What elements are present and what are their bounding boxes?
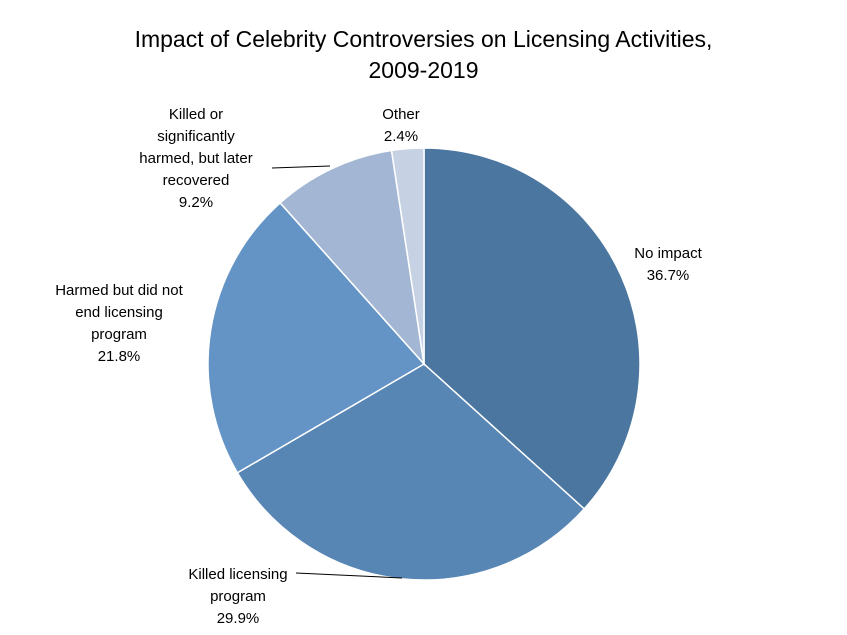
slice-label-line: program: [210, 588, 266, 605]
slice-label-line: Other: [382, 106, 420, 123]
slice-label-line: No impact: [634, 245, 702, 262]
slice-label-line: Killed or: [169, 106, 223, 123]
slice-label-line: significantly: [157, 128, 235, 145]
slice-label-line: Harmed but did not: [55, 282, 183, 299]
slice-label-line: Killed licensing: [188, 566, 287, 583]
chart-title: Impact of Celebrity Controversies on Lic…: [0, 24, 847, 86]
pie-slice-killed-or-significantly-harmed-but-later-recovered: [279, 149, 426, 367]
slice-label-other: Other 2.4%: [382, 106, 420, 145]
chart-title-line-2: 2009-2019: [368, 57, 479, 83]
leader-line-killed-licensing-program: [295, 572, 403, 579]
slice-label-line: program: [91, 326, 147, 343]
slice-label-line: recovered: [163, 172, 230, 189]
chart-title-line-1: Impact of Celebrity Controversies on Lic…: [134, 26, 713, 52]
slice-label-line: harmed, but later: [139, 150, 252, 167]
leader-line-killed-or-significantly-harmed-but-later-recovered: [271, 165, 331, 169]
pie-slice-killed-licensing-program: [236, 363, 586, 581]
slice-label-killed-or-significantly-harmed-but-later-recovered: Killed or significantly harmed, but later r…: [139, 106, 252, 211]
slice-label-killed-licensing-program: Killed licensing program 29.9%: [188, 566, 287, 627]
slice-value-text: 36.7%: [647, 267, 690, 284]
slice-value-text: 2.4%: [384, 128, 418, 145]
slice-value-text: 9.2%: [179, 194, 213, 211]
slice-value-text: 21.8%: [98, 348, 141, 365]
pie-slice-no-impact: [423, 147, 641, 510]
slice-value-text: 29.9%: [217, 610, 260, 627]
slice-label-harmed-but-did-not-end-licensing-program: Harmed but did not end licensing program 21…: [55, 282, 183, 365]
slice-label-no-impact: No impact 36.7%: [634, 245, 702, 284]
pie-slice-other: [390, 147, 425, 365]
slice-label-line: end licensing: [75, 304, 163, 321]
pie-slice-harmed-but-did-not-end-licensing-program: [207, 201, 426, 474]
